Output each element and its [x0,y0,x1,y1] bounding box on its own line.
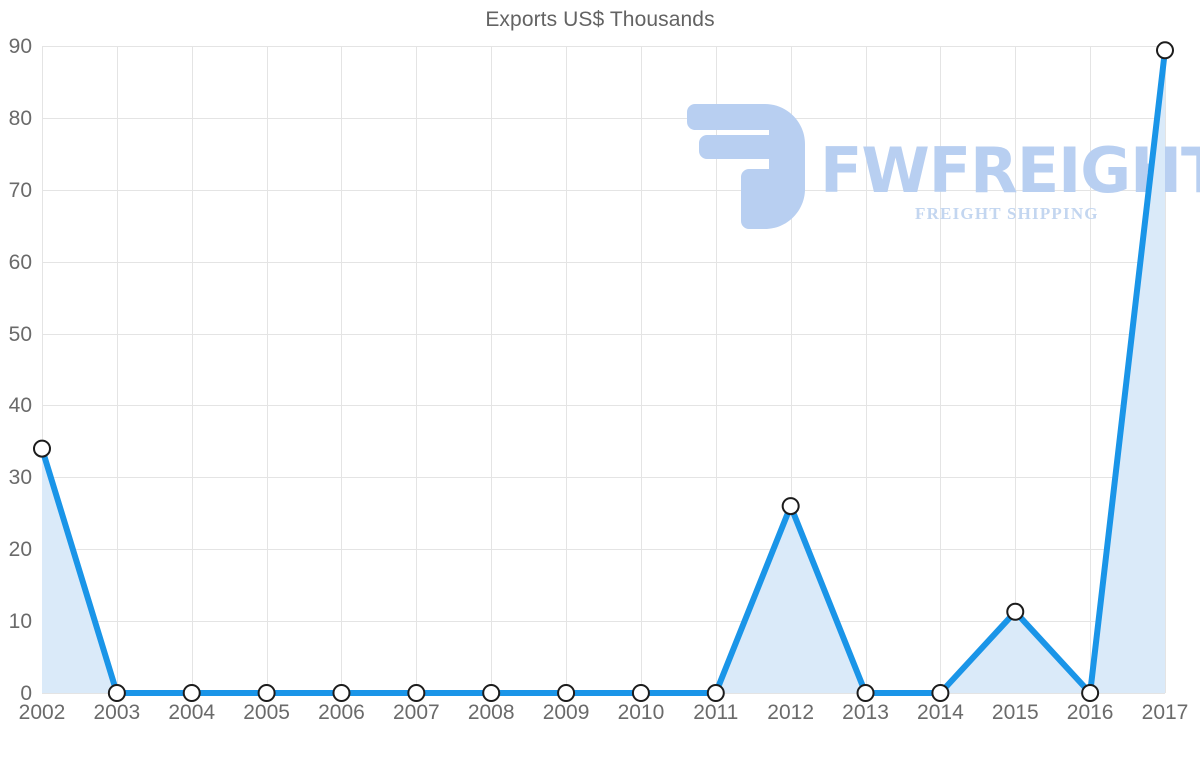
gridline-vertical [866,46,867,693]
data-point-marker[interactable] [482,684,501,702]
gridline-vertical [267,46,268,693]
x-axis-tick-label: 2008 [467,701,515,724]
data-point-marker[interactable] [706,684,725,702]
gridline-vertical [491,46,492,693]
gridline-horizontal [42,334,1165,335]
data-point-marker[interactable] [33,439,51,458]
x-axis-tick-label: 2015 [991,701,1039,724]
line-path [39,47,1168,696]
gridline-horizontal [42,262,1165,263]
area-fill [42,50,1165,694]
x-axis-tick-label: 2002 [18,701,66,724]
gridline-vertical [341,46,342,693]
gridline-horizontal [42,477,1165,478]
x-axis-tick-label: 2011 [693,701,739,724]
gridline-vertical [641,46,642,693]
data-point-marker[interactable] [931,684,950,702]
y-axis-tick-label: 60 [8,250,32,274]
data-point-marker[interactable] [182,684,201,702]
gridline-vertical [192,46,193,693]
data-series [33,41,1174,702]
y-axis-tick-label: 30 [8,466,32,490]
data-point-marker[interactable] [257,684,276,702]
x-axis-tick-label: 2013 [842,701,889,724]
x-axis-tick-label: 2003 [93,701,141,724]
plot-area: FWFREIGHT FREIGHT SHIPPING [33,41,1200,702]
gridline-vertical [716,46,717,693]
gridline-vertical [940,46,941,693]
x-axis-tick-label: 2004 [168,701,216,724]
gridline-vertical [791,46,792,693]
data-point-marker[interactable] [781,497,800,516]
y-axis-tick-label: 40 [8,394,32,418]
x-axis-tick-label: 2014 [917,701,964,724]
data-point-marker[interactable] [1081,684,1100,702]
data-point-marker[interactable] [856,684,875,702]
data-point-marker[interactable] [407,684,426,702]
y-axis-tick-label: 70 [8,178,32,202]
data-point-marker[interactable] [332,684,351,702]
x-axis-tick-label: 2017 [1141,701,1189,724]
data-point-marker[interactable] [557,684,576,702]
gridline-horizontal [42,118,1165,119]
y-axis-tick-label: 50 [8,322,32,346]
y-axis-tick-label: 20 [8,538,32,562]
data-point-marker[interactable] [1006,602,1025,621]
gridline-horizontal [42,405,1165,406]
y-axis-tick-label: 0 [20,682,32,705]
gridline-horizontal [42,549,1165,550]
data-point-marker[interactable] [631,684,650,702]
data-point-markers [33,41,1174,702]
x-axis-tick-label: 2016 [1066,701,1114,724]
gridline-vertical [42,46,43,693]
gridline-vertical [416,46,417,693]
y-axis-tick-label: 90 [8,35,32,58]
y-axis-tick-label: 80 [8,106,32,130]
gridline-horizontal [42,190,1165,191]
x-axis-tick-label: 2009 [542,701,590,724]
gridline-vertical [566,46,567,693]
data-point-marker[interactable] [1156,41,1174,60]
y-axis-tick-label: 10 [8,610,32,634]
x-axis-tick-label: 2005 [243,701,290,724]
gridline-vertical [117,46,118,693]
gridline-vertical [1090,46,1091,693]
gridline-horizontal [42,46,1165,47]
x-axis-tick-label: 2006 [318,701,365,724]
data-point-marker[interactable] [107,684,126,702]
x-axis-tick-label: 2012 [767,701,815,724]
chart-title: Exports US$ Thousands [485,8,715,31]
gridline-horizontal [42,621,1165,622]
gridline-vertical [1015,46,1016,693]
gridline-vertical [1165,46,1166,693]
x-axis-tick-label: 2007 [392,701,440,724]
x-axis-tick-label: 2010 [617,701,665,724]
